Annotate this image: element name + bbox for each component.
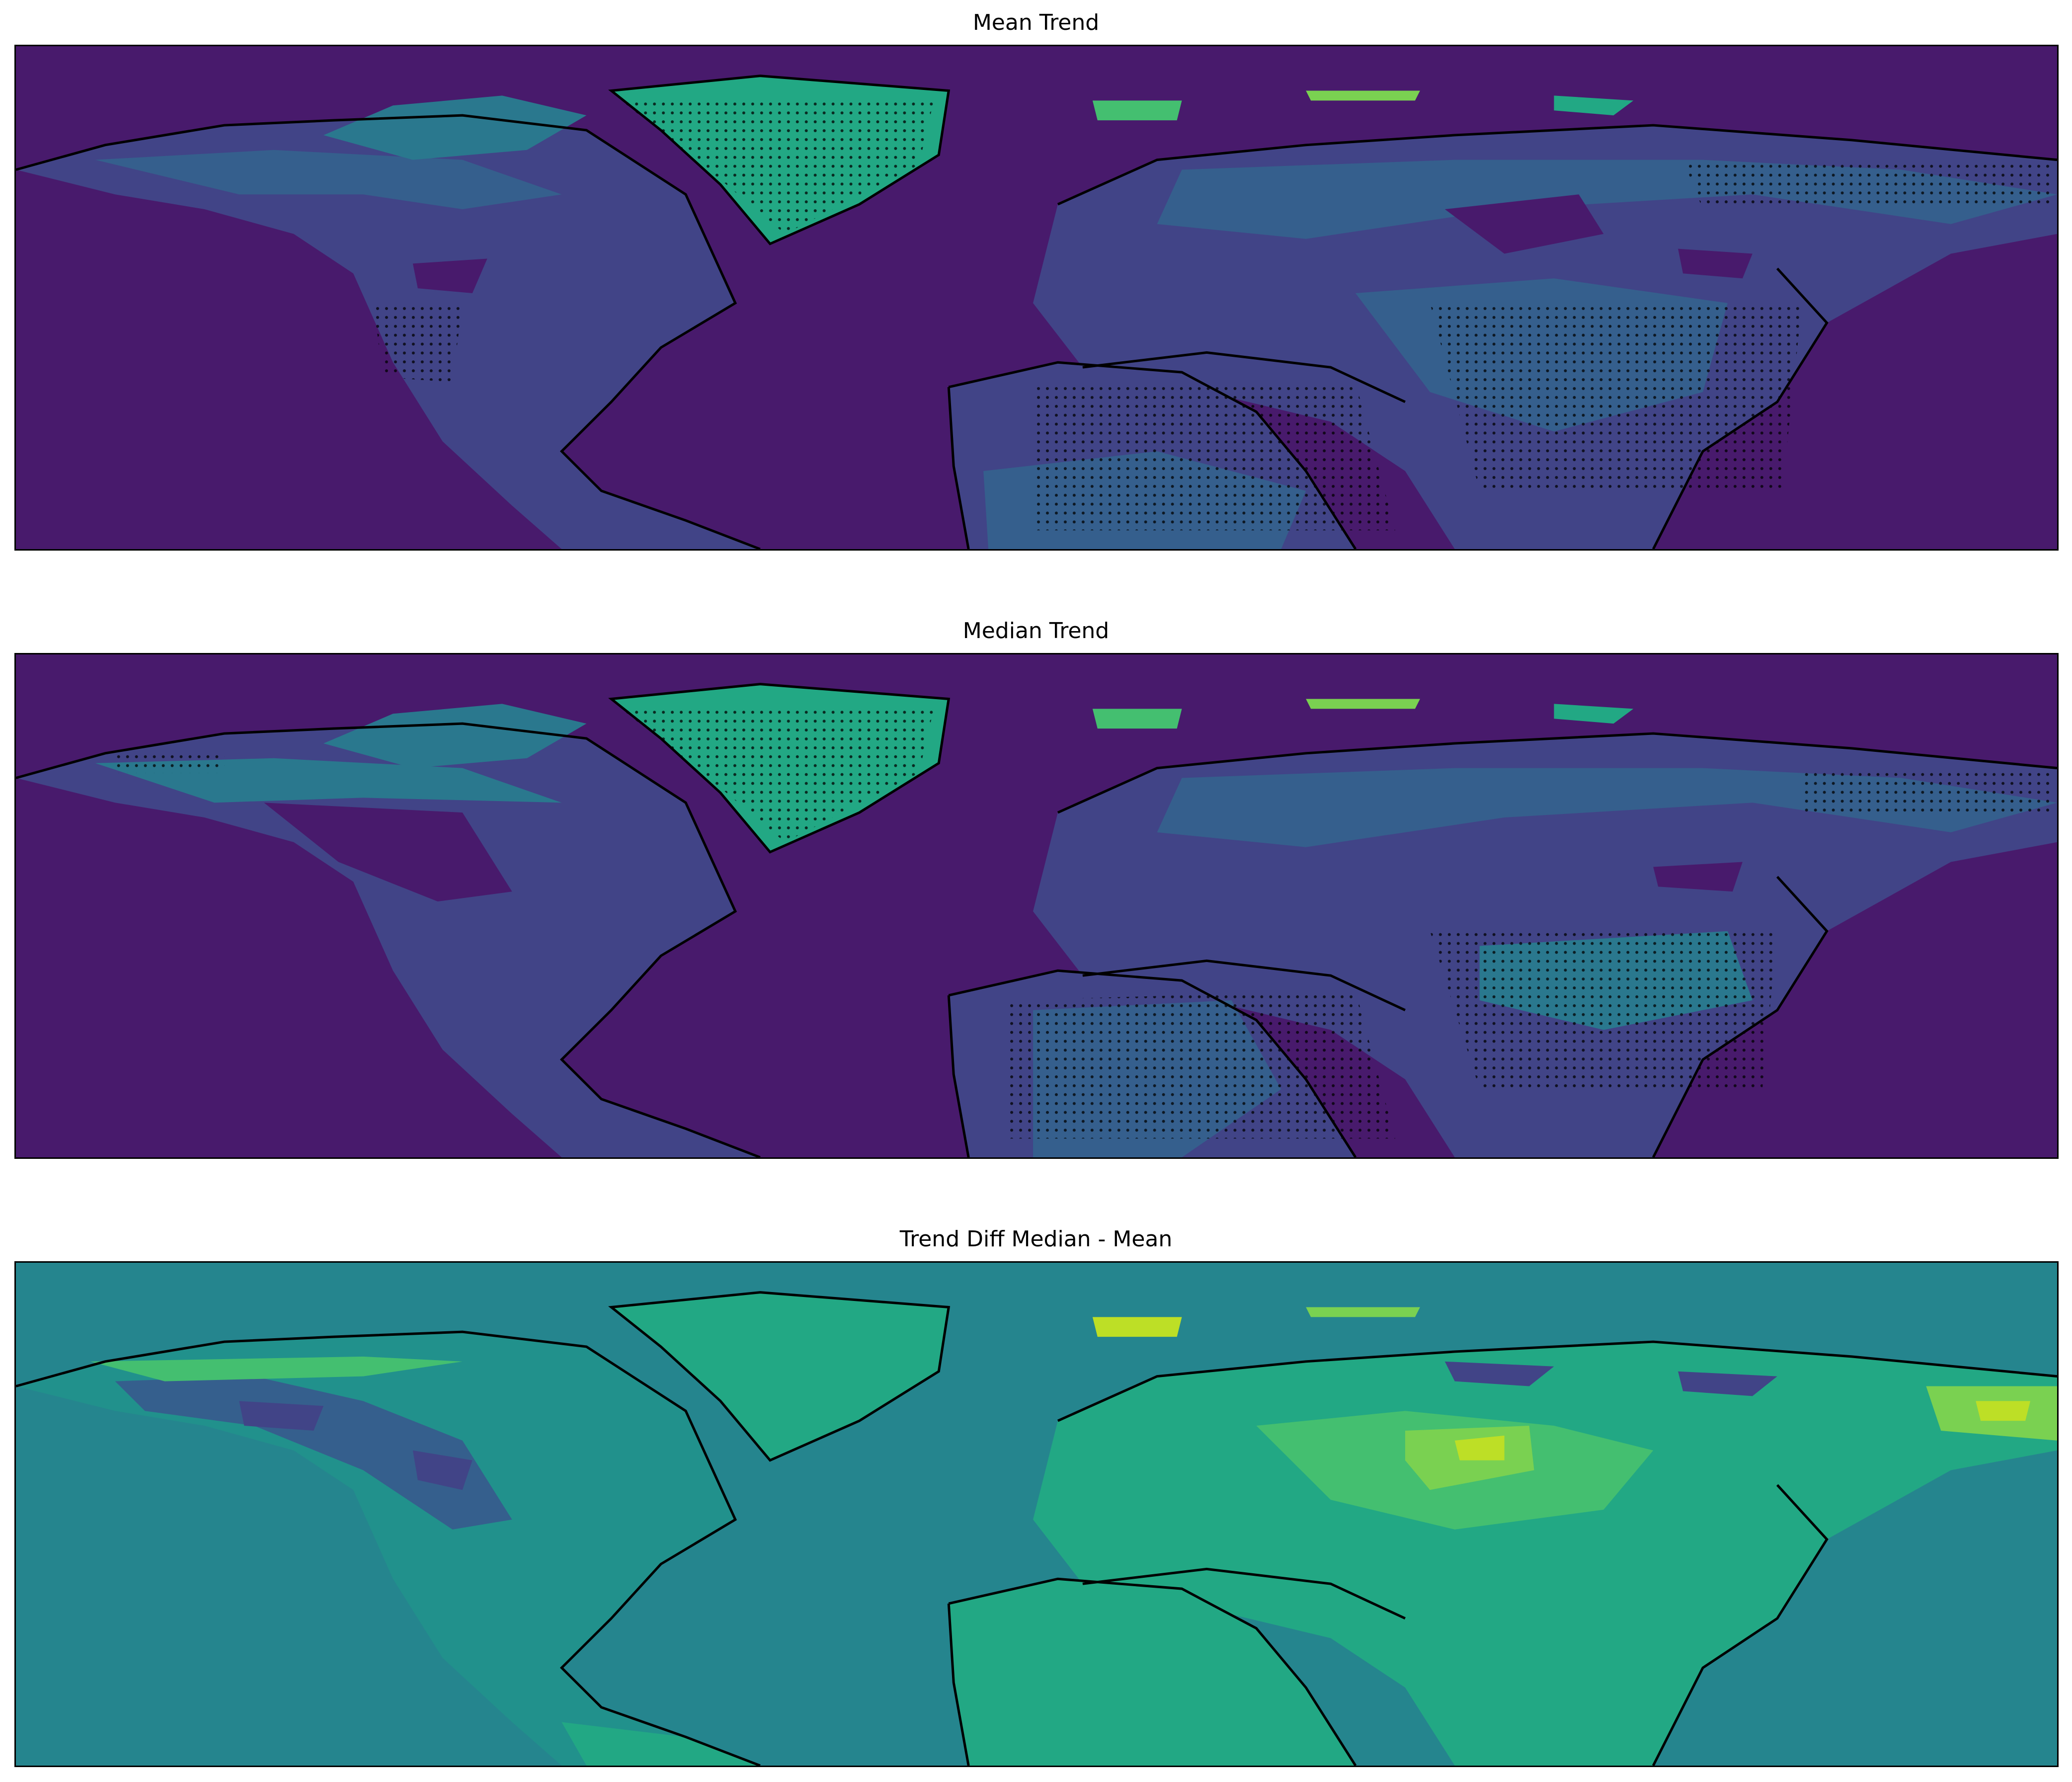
map-median-trend <box>14 653 2059 1159</box>
map-canvas-mean <box>16 46 2057 549</box>
panel-title: Trend Diff Median - Mean <box>899 1226 1173 1252</box>
map-canvas-diff <box>16 1263 2057 1766</box>
map-mean-trend <box>14 45 2059 551</box>
map-canvas-median <box>16 654 2057 1157</box>
map-trend-diff <box>14 1261 2059 1767</box>
panel-title: Mean Trend <box>972 10 1100 35</box>
panel-title: Median Trend <box>962 618 1110 644</box>
